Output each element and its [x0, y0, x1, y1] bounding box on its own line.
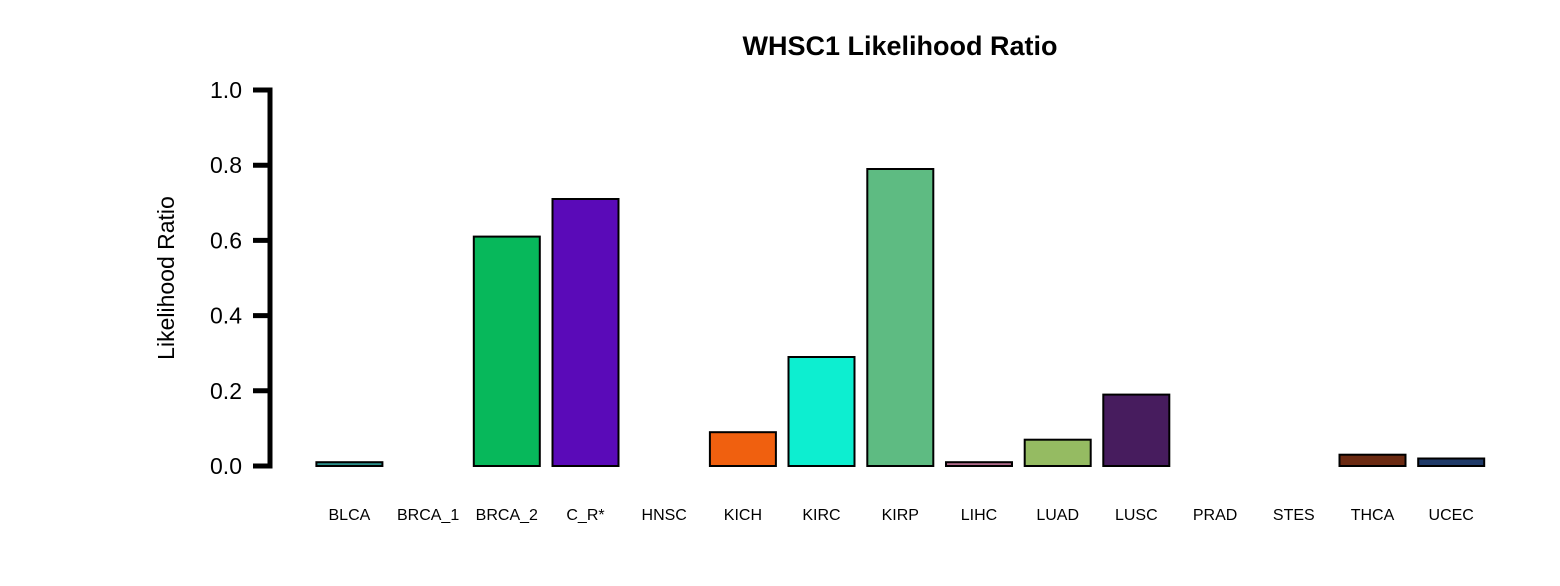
x-tick-label: LUSC	[1115, 507, 1158, 524]
x-tick-label: PRAD	[1193, 507, 1237, 524]
x-tick-label: KIRP	[882, 507, 919, 524]
y-tick-label: 0.4	[210, 303, 242, 329]
x-tick-label: BLCA	[329, 507, 371, 524]
bar-kich	[708, 431, 777, 468]
chart-title: WHSC1 Likelihood Ratio	[742, 31, 1057, 61]
bar-blca	[315, 461, 384, 468]
y-axis-label: Likelihood Ratio	[153, 196, 179, 360]
x-tick-label: BRCA_1	[397, 507, 459, 524]
x-tick-label: STES	[1273, 507, 1315, 524]
bar-luad	[1023, 438, 1092, 468]
x-tick-label: KIRC	[802, 507, 840, 524]
x-tick-label: UCEC	[1429, 507, 1474, 524]
x-tick-labels: BLCA BRCA_1 BRCA_2 C_R* HNSC KICH KIRC KIRP LIHC…	[329, 507, 1474, 524]
bars-group	[315, 168, 1486, 468]
bar-thca	[1338, 453, 1407, 468]
x-tick-label: KICH	[724, 507, 762, 524]
x-tick-label: LUAD	[1036, 507, 1079, 524]
y-tick-label: 0.6	[210, 227, 242, 253]
x-tick-label: HNSC	[642, 507, 687, 524]
y-axis: 0.0 0.2 0.4 0.6 0.8 1.0	[210, 77, 273, 479]
bar-brca-2	[472, 235, 541, 467]
y-tick-label: 0.0	[210, 453, 242, 479]
bar-ucec	[1417, 457, 1486, 467]
x-tick-label: LIHC	[961, 507, 997, 524]
x-tick-label: C_R*	[566, 507, 604, 524]
y-tick-label: 0.8	[210, 152, 242, 178]
y-tick-label: 0.2	[210, 378, 242, 404]
x-tick-label: THCA	[1351, 507, 1395, 524]
y-tick-label: 1.0	[210, 77, 242, 103]
bar-lusc	[1102, 393, 1171, 468]
bar-lihc	[945, 461, 1013, 468]
x-tick-label: BRCA_2	[476, 507, 538, 524]
bar-kirc	[787, 356, 856, 467]
bar-c-r-	[551, 198, 620, 467]
bar-kirp	[866, 168, 935, 467]
